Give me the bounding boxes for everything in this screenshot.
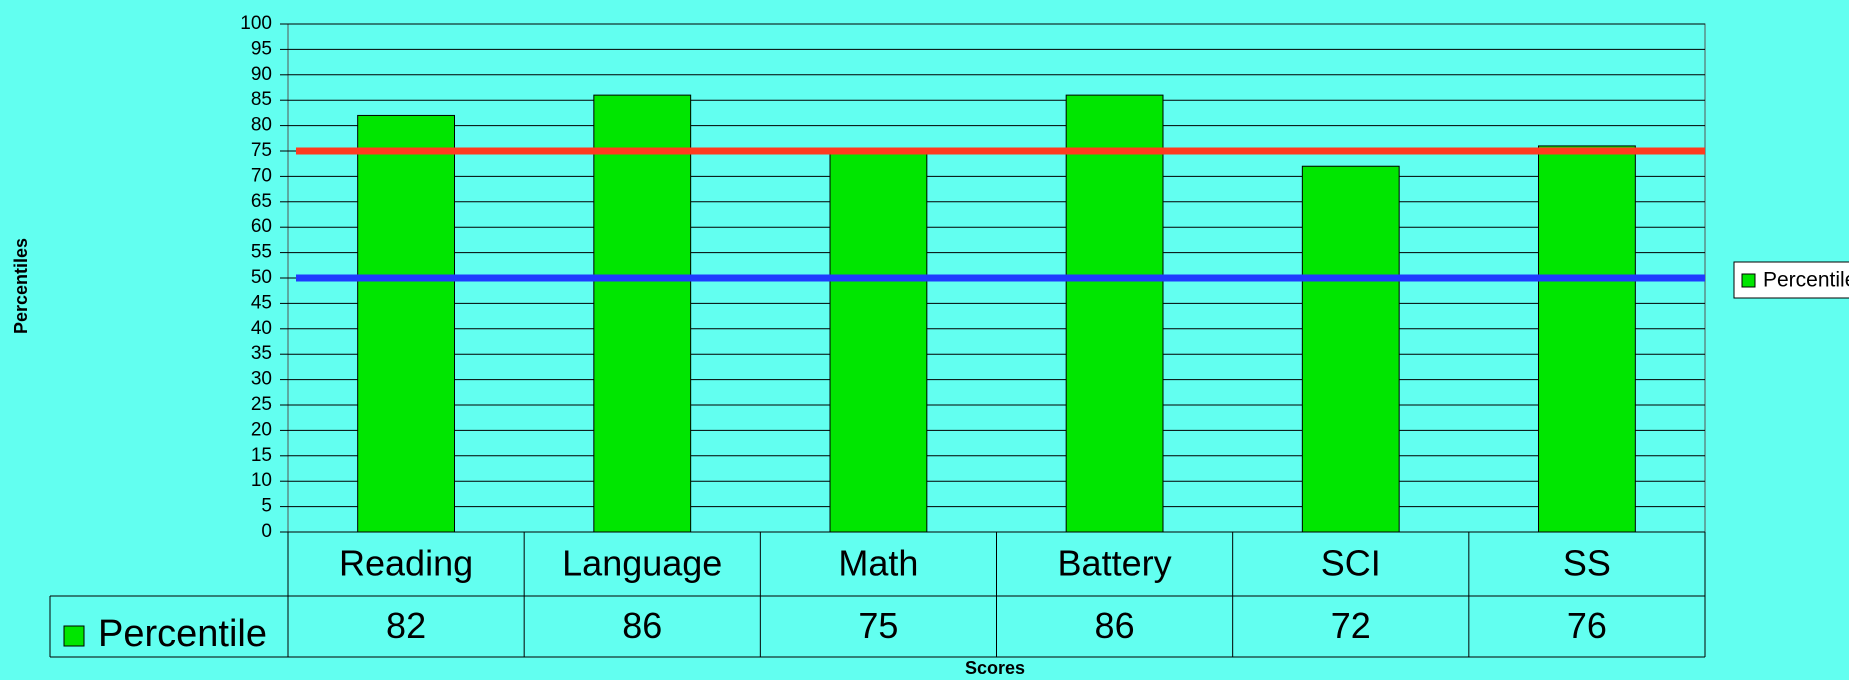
y-tick-label: 80	[251, 115, 272, 136]
x-axis-label: Scores	[965, 658, 1025, 678]
bar	[829, 150, 928, 533]
table-value: 82	[386, 605, 426, 646]
bar	[357, 114, 455, 533]
y-tick-label: 90	[251, 64, 272, 85]
bar	[593, 94, 692, 533]
table-value: 72	[1331, 605, 1371, 646]
y-tick-label: 40	[251, 318, 272, 339]
bar	[1538, 145, 1636, 533]
bar	[1065, 94, 1164, 533]
table-value: 76	[1567, 605, 1607, 646]
y-tick-label: 5	[261, 496, 272, 517]
x-tick-label: Math	[838, 543, 918, 584]
y-tick-label: 70	[251, 165, 272, 186]
y-tick-label: 25	[251, 394, 272, 415]
y-tick-label: 100	[240, 13, 272, 34]
y-tick-label: 30	[251, 369, 272, 390]
y-tick-label: 75	[251, 140, 272, 161]
y-tick-label: 35	[251, 343, 272, 364]
y-tick-label: 55	[251, 242, 272, 263]
x-tick-label: SCI	[1321, 543, 1381, 584]
legend-swatch	[1741, 273, 1756, 288]
y-tick-label: 15	[251, 445, 272, 466]
y-tick-label: 60	[251, 216, 272, 237]
table-legend-label: Percentile	[98, 613, 267, 655]
y-tick-label: 65	[251, 191, 272, 212]
y-tick-label: 10	[251, 470, 272, 491]
y-tick-label: 85	[251, 89, 272, 110]
table-value: 75	[858, 605, 898, 646]
bar	[1301, 165, 1400, 533]
y-tick-label: 95	[251, 38, 272, 59]
x-tick-label: Reading	[339, 543, 473, 584]
table-value: 86	[1095, 605, 1135, 646]
y-tick-label: 0	[261, 521, 272, 542]
y-tick-label: 45	[251, 292, 272, 313]
table-value: 86	[622, 605, 662, 646]
x-tick-label: SS	[1563, 543, 1611, 584]
legend-label: Percentile	[1763, 269, 1849, 292]
table-legend-swatch	[63, 625, 85, 647]
y-axis-label: Percentiles	[11, 238, 31, 334]
y-tick-label: 50	[251, 267, 272, 288]
x-tick-label: Language	[562, 543, 722, 584]
y-tick-label: 20	[251, 419, 272, 440]
x-tick-label: Battery	[1058, 543, 1172, 584]
